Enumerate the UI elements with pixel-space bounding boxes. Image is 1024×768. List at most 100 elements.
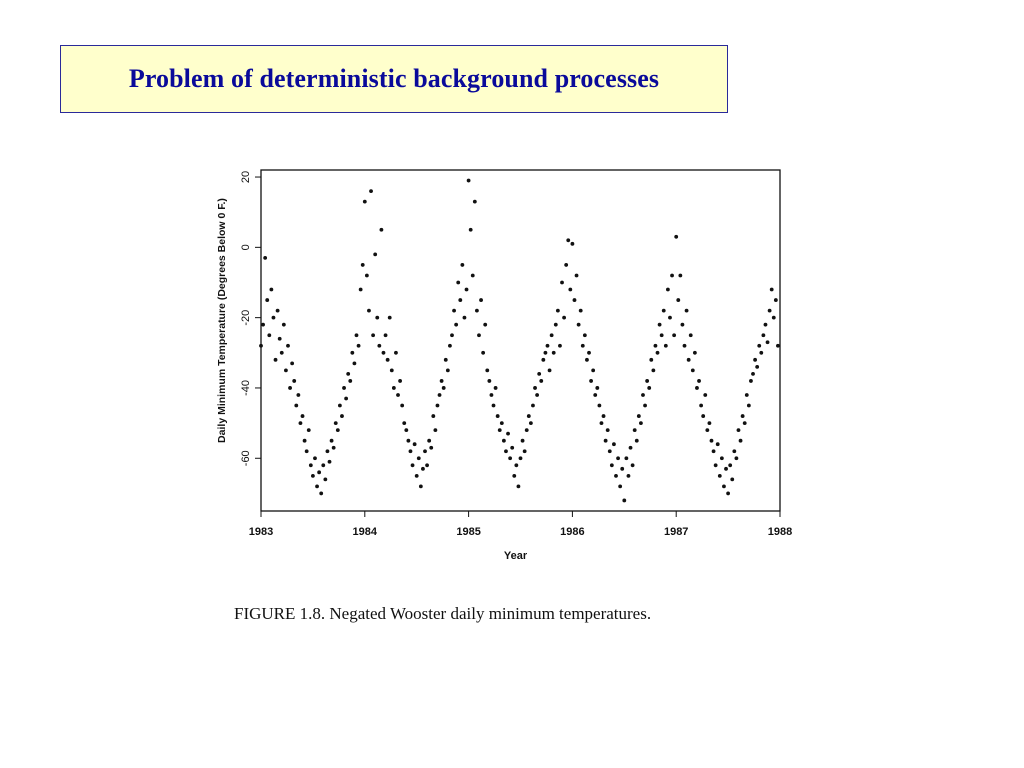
data-point <box>761 333 766 338</box>
data-point <box>686 357 691 362</box>
data-point <box>263 255 268 260</box>
data-point <box>715 442 720 447</box>
data-point <box>418 484 423 489</box>
data-point <box>757 343 762 348</box>
x-tick-label: 1986 <box>560 526 584 538</box>
data-point <box>711 449 716 454</box>
data-point <box>688 333 693 338</box>
data-point <box>364 273 369 278</box>
data-point <box>333 421 338 426</box>
data-point <box>437 393 442 397</box>
data-point <box>472 199 477 204</box>
data-point <box>495 414 500 418</box>
data-point <box>695 386 699 390</box>
data-point <box>551 350 556 355</box>
data-point <box>572 298 577 302</box>
data-point <box>759 350 764 355</box>
data-point <box>753 357 757 362</box>
data-point <box>514 463 519 468</box>
data-point <box>483 322 488 327</box>
data-point <box>425 463 429 468</box>
data-point <box>643 403 647 408</box>
data-point <box>576 322 581 327</box>
data-point <box>636 414 641 418</box>
data-point <box>354 333 359 338</box>
data-point <box>699 403 704 408</box>
data-point <box>352 361 357 366</box>
y-tick-label: -60 <box>240 450 252 466</box>
data-point <box>734 456 739 461</box>
data-point <box>616 456 620 461</box>
data-point <box>319 491 324 496</box>
data-point <box>454 322 459 327</box>
data-point <box>371 333 376 338</box>
x-tick-label: 1984 <box>353 526 378 538</box>
x-axis-label: Year <box>504 550 528 562</box>
data-point <box>406 438 411 443</box>
data-point <box>292 379 297 383</box>
data-point <box>487 379 492 383</box>
data-point <box>431 414 436 418</box>
data-point <box>655 350 660 355</box>
data-point <box>591 368 596 373</box>
data-point <box>612 442 616 447</box>
data-point <box>574 273 579 278</box>
data-point <box>618 484 623 489</box>
data-point <box>632 428 637 433</box>
data-point <box>512 473 517 478</box>
data-point <box>539 379 544 383</box>
data-point <box>504 449 508 454</box>
data-point <box>362 199 367 204</box>
data-point <box>340 414 344 418</box>
data-point <box>400 403 405 408</box>
data-point <box>294 403 299 408</box>
data-point <box>624 456 629 461</box>
data-point <box>545 343 550 348</box>
data-point <box>317 470 322 475</box>
data-point <box>327 459 332 464</box>
data-point <box>582 333 587 338</box>
data-point <box>402 421 407 426</box>
data-point <box>396 393 400 397</box>
data-point <box>475 308 479 313</box>
data-point <box>313 456 317 461</box>
data-point <box>497 428 502 433</box>
data-point <box>344 396 349 401</box>
data-point <box>302 438 307 443</box>
data-point <box>707 421 712 426</box>
data-point <box>541 357 546 362</box>
data-point <box>678 273 683 278</box>
data-point <box>410 463 415 468</box>
data-point <box>728 463 733 468</box>
data-point <box>516 484 521 489</box>
data-point <box>491 403 496 408</box>
data-point <box>290 361 295 366</box>
data-point <box>609 463 614 468</box>
data-point <box>547 368 552 373</box>
data-point <box>564 263 569 267</box>
data-point <box>298 421 303 426</box>
data-point <box>738 438 743 443</box>
data-point <box>776 343 780 348</box>
data-point <box>485 368 490 373</box>
data-point <box>377 343 382 348</box>
data-point <box>713 463 718 468</box>
data-point <box>746 403 751 408</box>
data-point <box>356 343 361 348</box>
data-point <box>477 333 481 338</box>
data-point <box>281 322 286 327</box>
data-point <box>448 343 452 348</box>
data-point <box>275 308 280 313</box>
x-tick-label: 1983 <box>249 526 273 538</box>
data-point <box>717 473 722 478</box>
data-point <box>751 371 755 376</box>
data-point <box>325 449 330 454</box>
data-point <box>659 333 664 338</box>
data-point <box>427 438 432 443</box>
data-point <box>641 393 645 397</box>
data-point <box>306 428 311 433</box>
data-point <box>429 445 434 450</box>
data-point <box>690 368 695 373</box>
data-point <box>597 403 602 408</box>
data-point <box>277 336 282 341</box>
